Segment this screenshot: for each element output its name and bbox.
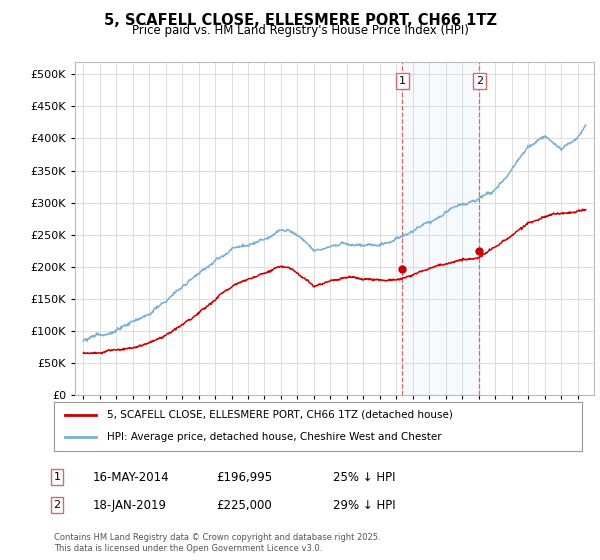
Text: 16-MAY-2014: 16-MAY-2014 [93, 470, 170, 484]
Text: 5, SCAFELL CLOSE, ELLESMERE PORT, CH66 1TZ (detached house): 5, SCAFELL CLOSE, ELLESMERE PORT, CH66 1… [107, 410, 452, 420]
Text: 29% ↓ HPI: 29% ↓ HPI [333, 498, 395, 512]
Text: 18-JAN-2019: 18-JAN-2019 [93, 498, 167, 512]
Text: 1: 1 [53, 472, 61, 482]
Text: £225,000: £225,000 [216, 498, 272, 512]
Text: 5, SCAFELL CLOSE, ELLESMERE PORT, CH66 1TZ: 5, SCAFELL CLOSE, ELLESMERE PORT, CH66 1… [104, 13, 497, 28]
Text: £196,995: £196,995 [216, 470, 272, 484]
Text: 2: 2 [476, 76, 483, 86]
Text: 1: 1 [399, 76, 406, 86]
Text: HPI: Average price, detached house, Cheshire West and Chester: HPI: Average price, detached house, Ches… [107, 432, 442, 442]
Text: 25% ↓ HPI: 25% ↓ HPI [333, 470, 395, 484]
Text: Contains HM Land Registry data © Crown copyright and database right 2025.
This d: Contains HM Land Registry data © Crown c… [54, 534, 380, 553]
Text: Price paid vs. HM Land Registry's House Price Index (HPI): Price paid vs. HM Land Registry's House … [131, 24, 469, 38]
Bar [403, 62, 479, 395]
Text: 2: 2 [53, 500, 61, 510]
